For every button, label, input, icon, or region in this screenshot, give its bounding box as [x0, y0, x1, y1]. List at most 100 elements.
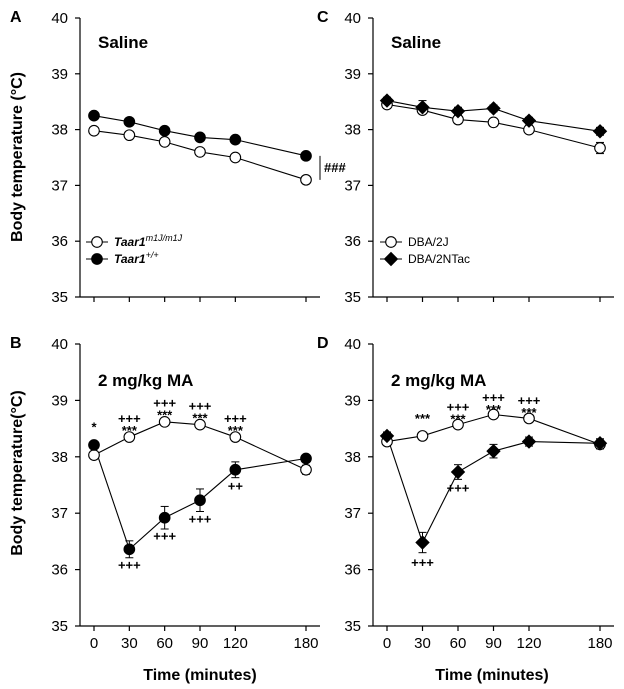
y-tick-label-b-35: 35 [51, 618, 68, 635]
series-line-b-1 [93, 444, 307, 551]
y-tick-label-b-37: 37 [51, 505, 68, 522]
y-tick-label-c-38: 38 [344, 122, 361, 139]
x-tick-label-d-30: 30 [414, 635, 431, 652]
legend-marker-c-1 [383, 251, 399, 267]
panel-title-d: 2 mg/kg MA [391, 371, 486, 390]
data-point-a-1-180 [300, 149, 312, 162]
data-point-c-1-0 [379, 93, 395, 108]
y-tick-label-a-35: 35 [51, 289, 68, 306]
significance-mark-b-4-0: +++ [224, 411, 247, 426]
significance-label-a: ### [324, 160, 346, 175]
panel-letter-c: C [317, 9, 329, 26]
data-point-c-1-180 [592, 124, 608, 139]
significance-mark-b-3-1: *** [192, 411, 208, 426]
x-tick-label-d-180: 180 [587, 635, 612, 652]
data-point-c-1-60 [450, 103, 466, 119]
series-line-a-1 [93, 115, 307, 157]
y-tick-label-a-39: 39 [51, 66, 68, 83]
significance-mark-b-8-0: ++ [228, 479, 244, 494]
y-tick-label-a-38: 38 [51, 122, 68, 139]
significance-mark-b-5-0: +++ [118, 558, 141, 573]
legend-label-c-0: DBA/2J [408, 235, 449, 249]
data-point-d-1-90 [486, 443, 501, 459]
panel-title-c: Saline [391, 33, 441, 52]
y-tick-label-b-39: 39 [51, 392, 68, 409]
x-tick-label-b-180: 180 [293, 635, 318, 652]
y-tick-label-c-39: 39 [344, 66, 361, 83]
y-tick-label-d-35: 35 [344, 618, 361, 635]
x-tick-label-b-60: 60 [156, 635, 173, 652]
significance-mark-b-0-0: * [91, 419, 97, 434]
significance-mark-d-4-0: +++ [411, 555, 434, 570]
x-tick-label-d-60: 60 [450, 635, 467, 652]
significance-mark-d-0-0: *** [415, 411, 431, 426]
significance-mark-b-1-1: *** [122, 423, 138, 438]
x-tick-label-b-90: 90 [192, 635, 209, 652]
y-tick-label-d-36: 36 [344, 562, 361, 579]
data-point-d-1-30 [415, 535, 430, 550]
significance-mark-b-4-1: *** [228, 423, 244, 438]
data-point-a-0-180 [300, 173, 312, 186]
data-point-d-0-90 [487, 408, 500, 421]
panel-title-b: 2 mg/kg MA [98, 371, 193, 390]
data-point-d-0-30 [416, 430, 429, 442]
y-tick-label-d-37: 37 [344, 505, 361, 522]
data-point-a-1-0 [88, 109, 100, 122]
y-tick-label-d-40: 40 [344, 336, 361, 353]
series-line-c-0 [386, 103, 601, 149]
x-tick-label-d-0: 0 [383, 635, 391, 652]
significance-mark-d-2-0: +++ [482, 390, 505, 405]
data-point-b-1-0 [88, 439, 100, 451]
legend-marker-c-0 [385, 236, 397, 248]
y-tick-label-c-35: 35 [344, 289, 361, 306]
significance-mark-d-1-0: +++ [447, 400, 470, 415]
data-point-c-0-90 [487, 116, 500, 129]
series-line-d-1 [386, 435, 601, 544]
data-point-d-1-60 [450, 464, 466, 480]
data-point-a-0-0 [88, 124, 100, 137]
significance-mark-d-2-1: *** [486, 402, 502, 417]
data-point-b-0-120 [229, 431, 242, 443]
significance-mark-b-6-0: +++ [153, 528, 176, 543]
data-point-b-0-180 [300, 463, 312, 476]
y-tick-label-c-36: 36 [344, 233, 361, 250]
data-point-a-1-60 [158, 124, 171, 137]
legend-label-a-1: Taar1+/+ [114, 250, 159, 266]
y-tick-label-d-39: 39 [344, 392, 361, 409]
legend-label-c-1: DBA/2NTac [408, 252, 470, 266]
significance-mark-d-3-0: +++ [518, 393, 541, 408]
data-point-d-0-60 [452, 418, 464, 431]
data-point-b-0-60 [158, 415, 171, 428]
data-point-c-0-180 [594, 142, 606, 154]
significance-mark-d-5-0: +++ [447, 480, 470, 495]
y-tick-label-a-37: 37 [51, 177, 68, 194]
y-tick-label-a-40: 40 [51, 10, 68, 27]
y-tick-label-a-36: 36 [51, 233, 68, 250]
data-point-d-1-180 [592, 436, 608, 451]
data-point-a-0-120 [229, 151, 242, 164]
legend-label-a-0: Taar1m1J/m1J [114, 233, 183, 249]
y-tick-label-b-38: 38 [51, 449, 68, 466]
x-tick-label-b-0: 0 [90, 635, 98, 652]
y-tick-label-c-40: 40 [344, 10, 361, 27]
data-point-d-1-120 [521, 434, 537, 449]
x-tick-label-b-30: 30 [121, 635, 138, 652]
data-point-a-0-90 [194, 146, 206, 158]
y-tick-label-c-37: 37 [344, 177, 361, 194]
data-point-b-0-30 [123, 431, 136, 443]
data-point-a-0-60 [158, 136, 171, 148]
y-axis-title-top: Body temperature (°C) [9, 72, 26, 242]
data-point-b-1-120 [229, 463, 242, 476]
data-point-b-1-30 [123, 543, 136, 556]
data-point-b-1-180 [300, 452, 312, 465]
data-point-d-0-120 [523, 412, 535, 425]
data-point-b-1-60 [158, 511, 171, 524]
series-line-a-0 [93, 130, 307, 181]
x-axis-title-right: Time (minutes) [435, 667, 549, 684]
x-axis-title-left: Time (minutes) [143, 667, 257, 684]
y-tick-label-b-40: 40 [51, 336, 68, 353]
panel-letter-d: D [317, 335, 329, 352]
x-tick-label-d-120: 120 [516, 635, 541, 652]
data-point-a-1-30 [123, 115, 136, 128]
